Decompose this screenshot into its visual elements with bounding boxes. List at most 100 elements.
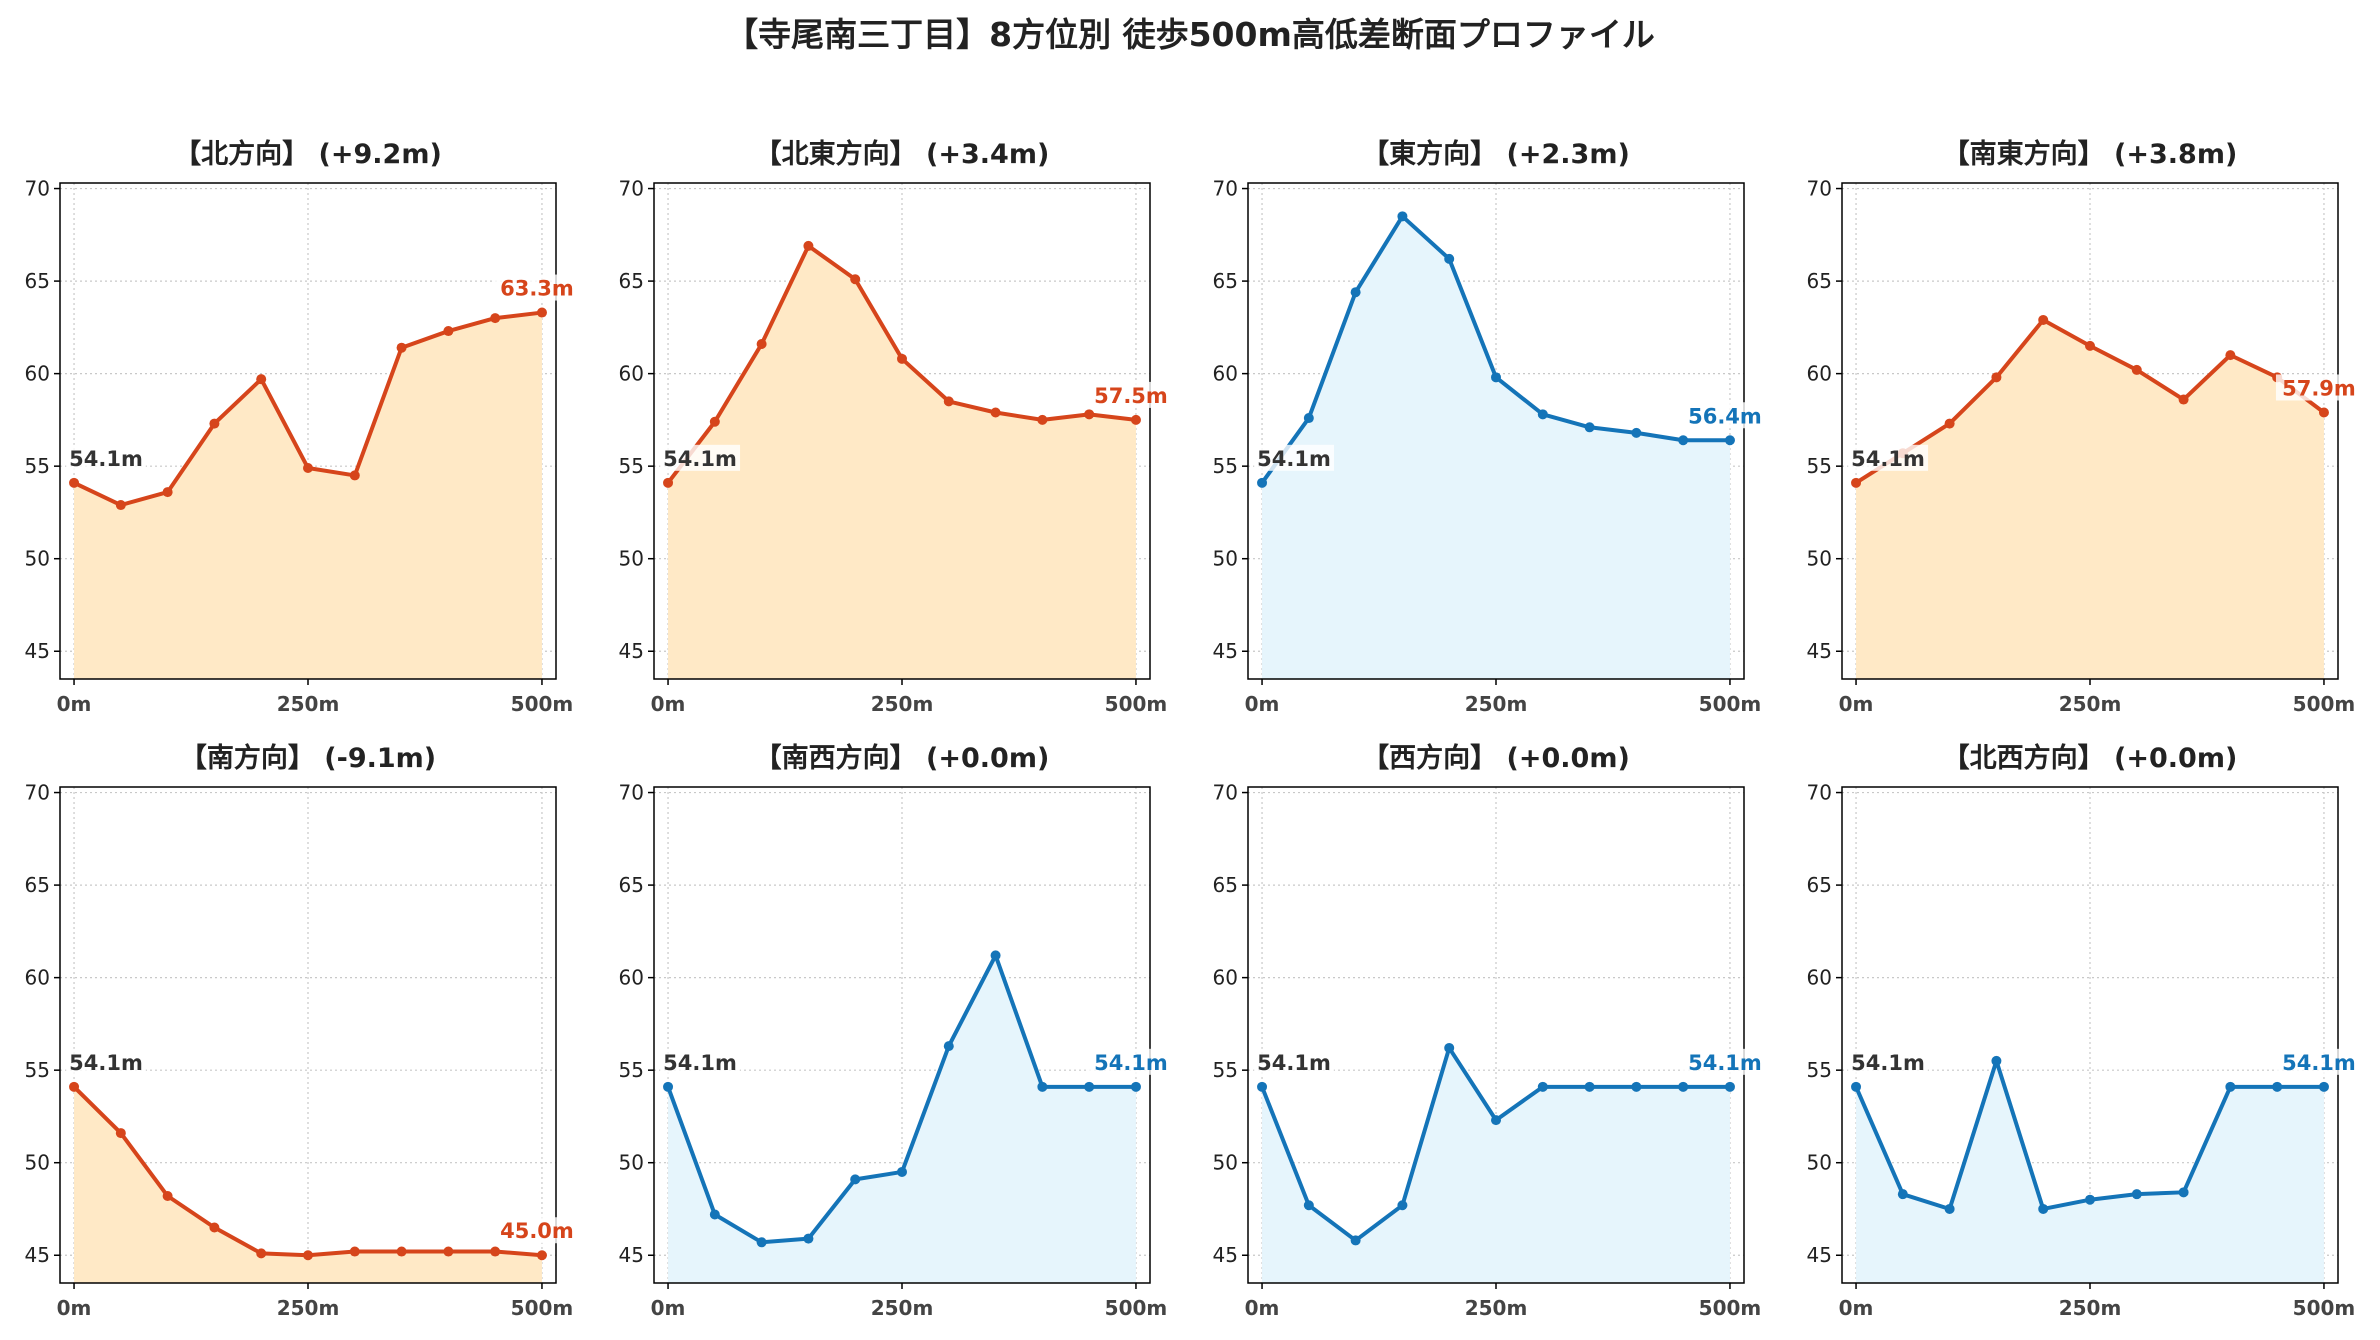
data-point [2225,1081,2236,1092]
start-label-bg [1848,1048,1929,1075]
end-elevation-label: 54.1m [1688,1051,1762,1075]
area-fill [74,1086,542,1283]
y-tick-label: 45 [1213,1243,1238,1267]
data-point [2318,1081,2329,1092]
data-point [1350,287,1361,298]
data-point [1537,1081,1548,1092]
area-fill [74,312,542,679]
data-point [756,1237,767,1248]
data-point [1851,477,1862,488]
data-point [2085,1194,2095,1205]
x-tick-label: 0m [1245,1296,1280,1320]
y-tick-label: 45 [25,1243,50,1267]
data-point [709,1209,720,1220]
y-tick-label: 50 [619,1151,644,1175]
x-tick-label: 0m [651,1296,686,1320]
data-point [663,1081,674,1092]
y-tick-label: 45 [1213,639,1238,663]
data-point [209,418,220,429]
y-tick-label: 50 [1213,1151,1238,1175]
x-tick-label: 0m [1839,1296,1874,1320]
data-point [1037,414,1048,425]
data-point [1444,253,1455,264]
data-point [2131,1189,2142,1200]
data-point [2272,1081,2283,1092]
data-point [709,416,720,427]
x-tick-label: 250m [277,1296,340,1320]
subplot-1: 45 50 55 60 65 70 0m 250m 500m 【北東方向】 (+3.4m) 54.1… [619,138,1172,716]
data-point [256,1248,267,1259]
data-point [162,1191,173,1202]
data-point [303,1250,313,1261]
start-elevation-label: 54.1m [69,1051,143,1075]
y-tick-label: 70 [25,781,50,805]
data-point [303,463,313,474]
data-point [1631,1081,1642,1092]
y-tick-label: 70 [619,781,644,805]
end-elevation-label: 57.9m [2282,376,2356,400]
data-point [1991,1055,2002,1066]
x-tick-label: 250m [871,1296,934,1320]
data-point [1084,1081,1095,1092]
data-point [209,1222,220,1233]
data-point [803,1233,814,1244]
data-point [1724,1081,1735,1092]
start-label-bg [1254,444,1335,471]
data-point [1130,414,1141,425]
data-point [850,1174,861,1185]
y-tick-label: 55 [1807,454,1832,478]
start-label-bg [660,1048,741,1075]
data-point [2318,407,2329,418]
y-tick-label: 50 [1807,1151,1832,1175]
end-label-bg [2275,374,2360,401]
end-label-bg [1681,402,1766,429]
y-tick-label: 60 [25,966,50,990]
data-point [1944,418,1955,429]
data-point [115,500,126,511]
data-point [897,353,907,364]
data-point [990,407,1001,418]
y-tick-label: 50 [25,1151,50,1175]
data-point [1897,1189,1908,1200]
y-tick-label: 45 [1807,1243,1832,1267]
data-point [1037,1081,1048,1092]
start-label-bg [66,444,147,471]
start-elevation-label: 54.1m [1851,447,1925,471]
subplot-title: 【東方向】 (+2.3m) [1362,138,1630,170]
area-fill [1856,319,2324,679]
subplot-4: 45 50 55 60 65 70 0m 250m 500m 【南方向】 (-9.1m) 54.1m… [25,742,578,1320]
y-tick-label: 70 [1807,781,1832,805]
data-point [1678,435,1689,446]
data-point [1991,372,2002,383]
data-point [1584,422,1595,433]
x-tick-label: 500m [1105,1296,1168,1320]
data-point [897,1166,907,1177]
data-point [943,396,954,407]
x-tick-label: 500m [1699,692,1762,716]
y-tick-label: 55 [1807,1058,1832,1082]
data-point [396,342,407,353]
start-elevation-label: 54.1m [69,447,143,471]
data-point [2085,340,2095,351]
data-point [803,240,814,251]
data-point [536,1250,547,1261]
subplot-title: 【西方向】 (+0.0m) [1362,742,1630,774]
data-point [1631,427,1642,438]
data-point [1397,211,1408,222]
data-point [1944,1203,1955,1214]
figure-title: 【寺尾南三丁目】8方位別 徒歩500m高低差断面プロファイル [725,15,1655,54]
data-point [1303,1200,1314,1211]
end-elevation-label: 54.1m [1094,1051,1168,1075]
start-elevation-label: 54.1m [663,447,737,471]
x-tick-label: 0m [57,692,92,716]
x-tick-label: 250m [2059,692,2122,716]
data-point [490,313,501,324]
y-tick-label: 45 [25,639,50,663]
area-fill [668,955,1136,1283]
y-tick-label: 60 [619,362,644,386]
data-point [2131,364,2142,375]
x-tick-label: 250m [277,692,340,716]
start-label-bg [1848,444,1929,471]
x-tick-label: 500m [2293,692,2356,716]
